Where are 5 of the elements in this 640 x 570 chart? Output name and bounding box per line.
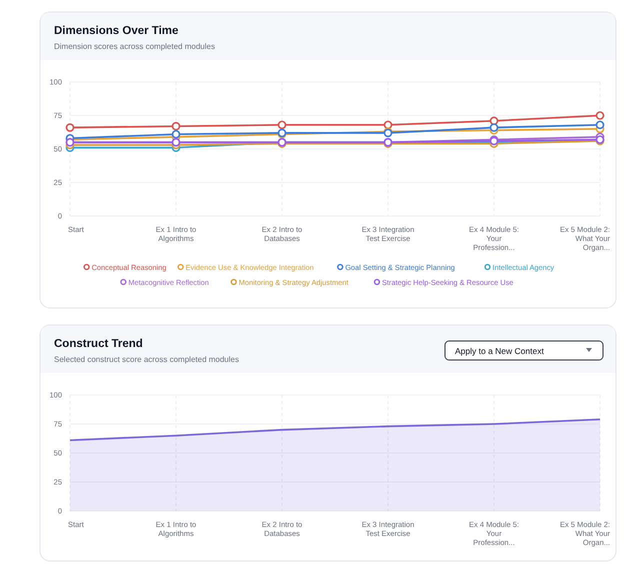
chart-title: Construct Trend (54, 338, 143, 350)
chart-subtitle: Selected construct score across completed modules (54, 355, 239, 364)
chart-title: Dimensions Over Time (54, 25, 178, 37)
chart-subtitle: Dimension scores across completed modules (54, 42, 215, 51)
dropdown-field: Apply to a New Context (444, 340, 604, 360)
